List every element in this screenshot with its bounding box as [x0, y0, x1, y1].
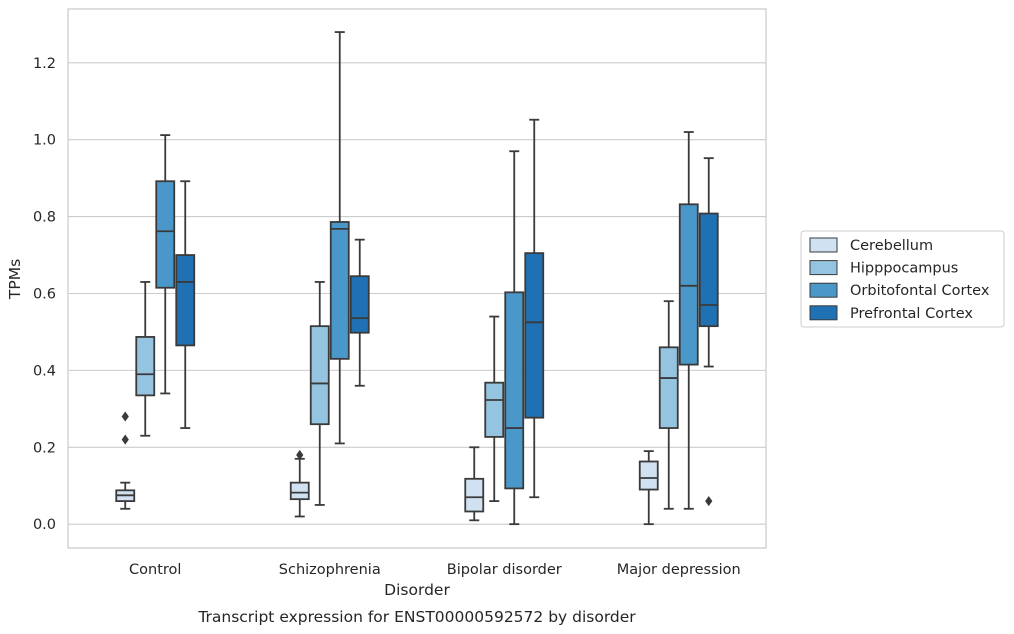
y-tick-label: 1.2: [33, 56, 56, 72]
legend-swatch: [809, 305, 838, 321]
box-body: [309, 325, 330, 426]
y-tick-label: 0.4: [33, 363, 56, 379]
gridlines: [68, 62, 766, 525]
box-body: [678, 203, 699, 366]
box-0-1: [135, 281, 156, 437]
box-body: [175, 254, 196, 347]
box-2-3: [524, 118, 545, 499]
box-0-2: [155, 134, 176, 395]
y-tick-label: 0.6: [33, 286, 56, 302]
box-body: [698, 212, 719, 328]
x-tick-label: Schizophrenia: [279, 562, 381, 578]
legend-frame: [800, 230, 1005, 328]
legend: Cerebellum Hipppocampus Orbitofontal Corte…: [800, 230, 1005, 328]
legend-label: Cerebellum: [850, 238, 933, 254]
box-0-0: [115, 411, 136, 510]
legend-label: Hipppocampus: [850, 261, 958, 277]
y-tick-label: 0.8: [33, 210, 56, 226]
outlier-point: [296, 449, 304, 461]
y-tick-label: 1.0: [33, 133, 56, 149]
legend-label: Orbitofontal Cortex: [850, 283, 990, 299]
box-3-3: [698, 157, 719, 507]
y-axis-label: TPMs: [6, 259, 24, 300]
plot-frame: [67, 8, 767, 549]
box-1-1: [309, 281, 330, 506]
x-tick-label: Bipolar disorder: [447, 562, 562, 578]
box-3-1: [658, 300, 679, 510]
box-2-2: [504, 150, 525, 526]
box-3-2: [678, 131, 699, 510]
legend-swatch: [809, 282, 838, 298]
outlier-point: [121, 434, 129, 445]
box-plot-marks: [115, 31, 719, 526]
box-body: [464, 477, 485, 513]
box-3-0: [638, 450, 659, 526]
box-1-0: [289, 449, 310, 518]
box-body: [504, 291, 525, 490]
box-body: [135, 336, 156, 397]
legend-label: Prefrontal Cortex: [850, 306, 973, 322]
box-body: [349, 275, 370, 334]
x-axis-label: Disorder: [384, 581, 450, 599]
box-body: [289, 481, 310, 501]
legend-swatch: [809, 260, 838, 276]
y-tick-label: 0.0: [33, 517, 56, 533]
box-body: [155, 180, 176, 289]
y-tick-labels: 0.0 0.2 0.4 0.6 0.8 1.0 1.2: [33, 56, 56, 533]
chart-caption: Transcript expression for ENST0000059257…: [197, 608, 636, 626]
box-1-3: [349, 238, 370, 387]
box-body: [638, 460, 659, 491]
legend-swatch: [809, 237, 838, 253]
box-body: [484, 381, 505, 438]
box-0-3: [175, 180, 196, 429]
y-tick-label: 0.2: [33, 440, 56, 456]
outlier-point: [121, 411, 129, 422]
x-tick-label: Control: [129, 562, 181, 578]
box-2-0: [464, 446, 485, 522]
x-tick-labels: Control Schizophrenia Bipolar disorder Majo…: [129, 562, 741, 578]
box-body: [658, 346, 679, 429]
box-body: [524, 252, 545, 419]
box-body: [329, 221, 350, 360]
outlier-point: [705, 496, 713, 507]
x-tick-label: Major depression: [617, 562, 741, 578]
box-2-1: [484, 315, 505, 502]
box-1-2: [329, 31, 350, 445]
